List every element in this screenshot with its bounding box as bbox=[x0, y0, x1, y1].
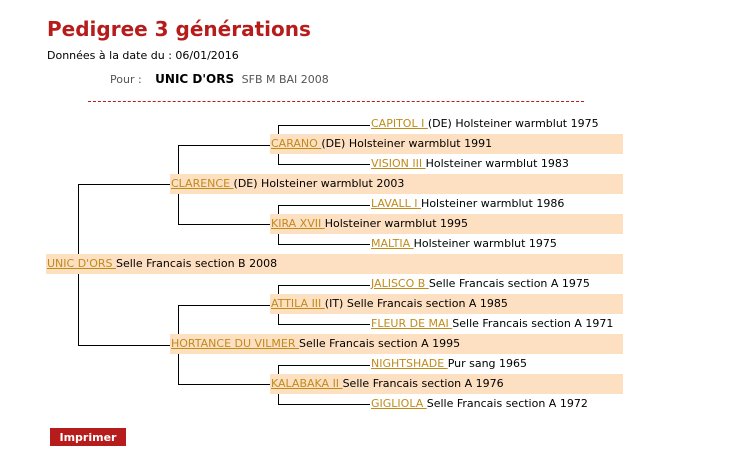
horse-info: Holsteiner warmblut 1983 bbox=[425, 157, 569, 170]
separator bbox=[88, 101, 584, 102]
connector-line bbox=[278, 404, 370, 405]
pedigree-row-dam-dam: KALABAKA II Selle Francais section A 197… bbox=[270, 374, 623, 394]
horse-link[interactable]: CAPITOL I bbox=[371, 117, 428, 130]
connector-line bbox=[278, 365, 370, 366]
horse-info: Holsteiner warmblut 1975 bbox=[413, 237, 557, 250]
horse-link[interactable]: FLEUR DE MAI bbox=[371, 317, 453, 330]
subject-header: Pour : UNIC D'ORS SFB M BAI 2008 bbox=[110, 72, 329, 86]
print-button[interactable]: Imprimer bbox=[50, 428, 126, 446]
connector-line bbox=[178, 224, 270, 225]
pedigree-row-subject: UNIC D'ORS Selle Francais section B 2008 bbox=[46, 254, 623, 274]
horse-link[interactable]: ATTILA III bbox=[271, 297, 325, 310]
horse-info: Holsteiner warmblut 1995 bbox=[324, 217, 469, 230]
pedigree-row-sire-sire: CARANO (DE) Holsteiner warmblut 1991 bbox=[270, 134, 623, 154]
pedigree-row-sire-sire-sire: CAPITOL I (DE) Holsteiner warmblut 1975 bbox=[370, 114, 623, 134]
subject-header-name: UNIC D'ORS bbox=[155, 72, 235, 86]
connector-line bbox=[278, 244, 370, 245]
horse-link[interactable]: HORTANCE DU VILMER bbox=[171, 337, 300, 350]
horse-link[interactable]: NIGHTSHADE bbox=[371, 357, 448, 370]
horse-info: (DE) Holsteiner warmblut 2003 bbox=[233, 177, 405, 190]
horse-link[interactable]: KIRA XVII bbox=[271, 217, 325, 230]
connector-line bbox=[278, 164, 370, 165]
pedigree-row-dam-dam-dam: GIGLIOLA Selle Francais section A 1972 bbox=[370, 394, 623, 414]
connector-line bbox=[78, 345, 170, 346]
horse-link[interactable]: JALISCO B bbox=[371, 277, 429, 290]
horse-info: Selle Francais section B 2008 bbox=[115, 257, 278, 270]
horse-link[interactable]: MALTIA bbox=[371, 237, 414, 250]
horse-info: Selle Francais section A 1972 bbox=[426, 397, 588, 410]
connector-line bbox=[178, 145, 270, 146]
connector-line bbox=[278, 125, 370, 126]
pedigree-row-sire-dam: KIRA XVII Holsteiner warmblut 1995 bbox=[270, 214, 623, 234]
pedigree-row-dam: HORTANCE DU VILMER Selle Francais sectio… bbox=[170, 334, 623, 354]
horse-info: (IT) Selle Francais section A 1985 bbox=[324, 297, 508, 310]
horse-info: Selle Francais section A 1971 bbox=[452, 317, 614, 330]
connector-line bbox=[278, 285, 370, 286]
horse-info: (DE) Holsteiner warmblut 1975 bbox=[427, 117, 599, 130]
pedigree-row-sire-sire-dam: VISION III Holsteiner warmblut 1983 bbox=[370, 154, 623, 174]
horse-info: Pur sang 1965 bbox=[447, 357, 528, 370]
connector-line bbox=[178, 305, 270, 306]
horse-link[interactable]: GIGLIOLA bbox=[371, 397, 427, 410]
horse-link[interactable]: LAVALL I bbox=[371, 197, 422, 210]
horse-link[interactable]: UNIC D'ORS bbox=[47, 257, 116, 270]
connector-line bbox=[278, 205, 370, 206]
horse-link[interactable]: VISION III bbox=[371, 157, 426, 170]
page-title: Pedigree 3 générations bbox=[47, 17, 311, 41]
horse-link[interactable]: CARANO bbox=[271, 137, 322, 150]
horse-info: Selle Francais section A 1975 bbox=[428, 277, 590, 290]
date-line: Données à la date du : 06/01/2016 bbox=[47, 49, 239, 62]
horse-info: (DE) Holsteiner warmblut 1991 bbox=[321, 137, 493, 150]
pedigree-row-dam-sire: ATTILA III (IT) Selle Francais section A… bbox=[270, 294, 623, 314]
connector-line bbox=[178, 384, 270, 385]
connector-line bbox=[78, 184, 170, 185]
horse-info: Selle Francais section A 1976 bbox=[342, 377, 504, 390]
pedigree-row-dam-dam-sire: NIGHTSHADE Pur sang 1965 bbox=[370, 354, 623, 374]
pedigree-row-sire: CLARENCE (DE) Holsteiner warmblut 2003 bbox=[170, 174, 623, 194]
pedigree-row-dam-sire-dam: FLEUR DE MAI Selle Francais section A 19… bbox=[370, 314, 627, 334]
pedigree-row-sire-dam-dam: MALTIA Holsteiner warmblut 1975 bbox=[370, 234, 623, 254]
horse-link[interactable]: CLARENCE bbox=[171, 177, 234, 190]
horse-info: Selle Francais section A 1995 bbox=[299, 337, 461, 350]
subject-header-desc: SFB M BAI 2008 bbox=[241, 73, 329, 86]
horse-link[interactable]: KALABAKA II bbox=[271, 377, 343, 390]
pedigree-row-dam-sire-sire: JALISCO B Selle Francais section A 1975 bbox=[370, 274, 623, 294]
horse-info: Holsteiner warmblut 1986 bbox=[421, 197, 565, 210]
connector-line bbox=[278, 324, 370, 325]
pedigree-row-sire-dam-sire: LAVALL I Holsteiner warmblut 1986 bbox=[370, 194, 623, 214]
pour-label: Pour : bbox=[110, 73, 142, 86]
